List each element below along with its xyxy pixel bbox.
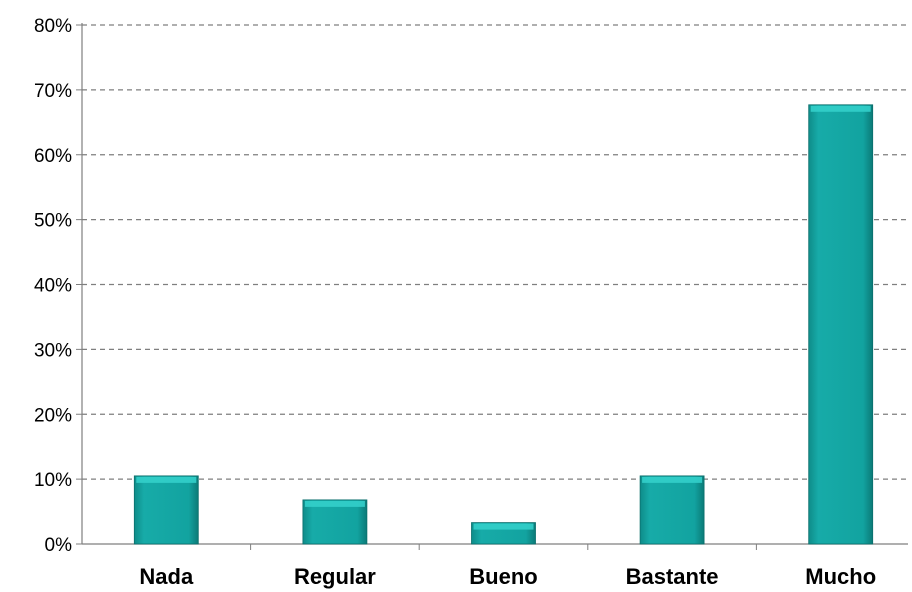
x-category-label: Mucho	[805, 564, 876, 589]
y-tick-label: 30%	[34, 340, 72, 361]
x-category-label: Regular	[294, 564, 376, 589]
y-tick-label: 20%	[34, 405, 72, 426]
y-tick-label: 10%	[34, 470, 72, 491]
gridlines	[82, 24, 908, 480]
x-category-label: Bastante	[626, 564, 719, 589]
y-tick-label: 40%	[34, 276, 72, 297]
bar-bastante	[639, 475, 705, 545]
bar-nada	[133, 475, 199, 545]
bar-highlight	[473, 523, 534, 530]
labels: 0% 10% 20% 30% 40% 50% 60% 70% 80% Nada Regular Bue…	[34, 16, 876, 589]
bar-highlight	[304, 500, 365, 507]
bar-highlight	[810, 105, 871, 112]
bar-highlight	[136, 476, 197, 483]
bar-highlight	[642, 476, 703, 483]
bars	[133, 104, 874, 545]
y-tick-label: 80%	[34, 16, 72, 37]
y-tick-label: 70%	[34, 81, 72, 102]
bar-mucho	[808, 104, 874, 545]
y-tick-label: 50%	[34, 211, 72, 232]
y-tick-label: 0%	[45, 535, 73, 556]
axes	[76, 23, 908, 550]
x-category-label: Nada	[139, 564, 194, 589]
y-tick-label: 60%	[34, 146, 72, 167]
x-category-label: Bueno	[469, 564, 537, 589]
bar-regular	[302, 499, 368, 545]
